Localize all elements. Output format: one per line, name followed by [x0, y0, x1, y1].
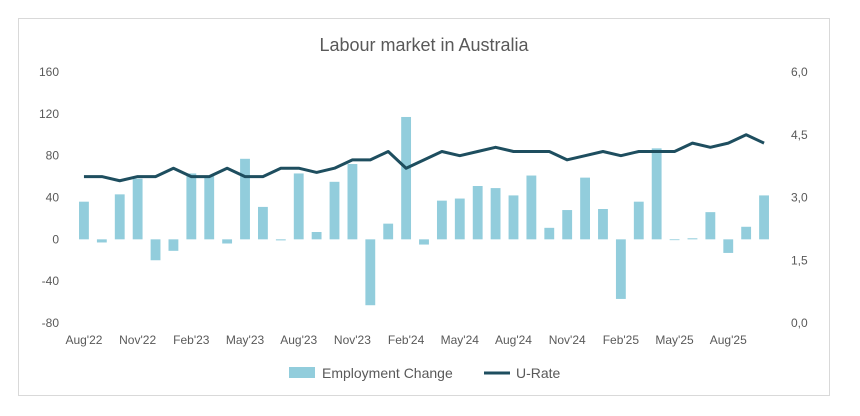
y-right-tick-label: 3,0: [791, 191, 808, 205]
x-tick-label: May'23: [226, 333, 265, 347]
bar-Oct'25: [759, 195, 769, 240]
bar-Dec'23: [365, 239, 376, 306]
legend: Employment Change U-Rate: [289, 365, 561, 381]
bar-Nov'23: [347, 164, 358, 240]
y-left-tick-label: 160: [39, 65, 59, 79]
bar-Mar'23: [204, 175, 215, 240]
bar-Aug'22: [79, 201, 89, 240]
x-tick-label: Feb'24: [388, 333, 425, 347]
bar-Mar'24: [419, 239, 429, 245]
y-right-tick-label: 0,0: [791, 316, 808, 330]
bar-Jan'24: [383, 223, 394, 240]
bar-Jul'25: [705, 212, 716, 240]
y-axis-right: 0,0 1,5 3,0 4,5 6,0: [791, 65, 808, 330]
y-left-tick-label: 0: [52, 232, 59, 246]
bar-Apr'25: [651, 148, 662, 240]
bar-Mar'25: [633, 201, 644, 240]
bar-Jun'24: [472, 186, 483, 240]
x-tick-label: May'25: [655, 333, 694, 347]
bar-May'23: [240, 158, 250, 240]
y-left-tick-label: -80: [42, 316, 60, 330]
bar-Dec'24: [580, 177, 590, 240]
y-axis-left: -80 -40 0 40 80 120 160: [39, 65, 59, 330]
x-tick-label: May'24: [441, 333, 480, 347]
x-tick-label: Feb'23: [173, 333, 210, 347]
bar-Jun'23: [258, 206, 268, 240]
legend-swatch-employment-change: [289, 367, 315, 378]
chart-title: Labour market in Australia: [319, 35, 529, 55]
y-right-tick-label: 1,5: [791, 253, 808, 267]
bar-May'24: [454, 198, 465, 240]
bar-Nov'24: [562, 210, 573, 240]
chart-frame: Labour market in Australia -80 -40 0 40 80 12…: [18, 18, 830, 396]
legend-label-u-rate: U-Rate: [516, 365, 561, 381]
bar-Jan'25: [598, 209, 608, 240]
legend-label-employment-change: Employment Change: [322, 365, 453, 381]
bar-Aug'23: [293, 173, 304, 240]
bar-Sep'24: [526, 175, 537, 240]
bar-Jul'23: [275, 239, 286, 241]
bar-Apr'23: [222, 239, 233, 244]
y-left-tick-label: 80: [46, 149, 60, 163]
bar-Jan'23: [168, 239, 179, 251]
y-right-tick-label: 4,5: [791, 128, 808, 142]
bar-Sep'22: [96, 239, 107, 243]
bar-Jul'24: [490, 188, 501, 240]
x-tick-label: Nov'22: [119, 333, 156, 347]
x-tick-label: Nov'23: [334, 333, 371, 347]
bar-Dec'22: [150, 239, 161, 261]
bar-Sep'25: [741, 226, 752, 240]
y-left-tick-label: 120: [39, 107, 59, 121]
bar-May'25: [669, 239, 680, 241]
bar-Apr'24: [436, 200, 447, 240]
bar-Jun'25: [687, 238, 698, 240]
y-left-tick-label: 40: [46, 191, 60, 205]
bar-Sep'23: [311, 232, 322, 240]
bar-Nov'22: [132, 178, 143, 240]
x-tick-label: Nov'24: [549, 333, 586, 347]
x-tick-label: Aug'22: [65, 333, 102, 347]
x-axis: Aug'22 Nov'22 Feb'23 May'23 Aug'23 Nov'23 Feb'…: [65, 333, 747, 347]
bar-Oct'24: [544, 227, 555, 240]
x-tick-label: Feb'25: [603, 333, 640, 347]
x-tick-label: Aug'24: [495, 333, 532, 347]
y-right-tick-label: 6,0: [791, 65, 808, 79]
bar-Feb'25: [615, 239, 626, 299]
bar-Aug'24: [508, 195, 519, 240]
y-left-tick-label: -40: [42, 274, 60, 288]
bar-Feb'24: [401, 116, 412, 240]
u-rate-line: [83, 133, 765, 183]
line-series: [83, 133, 765, 183]
bar-Oct'23: [329, 181, 340, 240]
bar-Feb'23: [186, 173, 197, 240]
x-tick-label: Aug'25: [710, 333, 747, 347]
bar-Aug'25: [723, 239, 734, 253]
bar-series: [79, 116, 769, 306]
chart-svg: Labour market in Australia -80 -40 0 40 80 12…: [39, 35, 808, 381]
x-tick-label: Aug'23: [280, 333, 317, 347]
bar-Oct'22: [114, 194, 125, 240]
